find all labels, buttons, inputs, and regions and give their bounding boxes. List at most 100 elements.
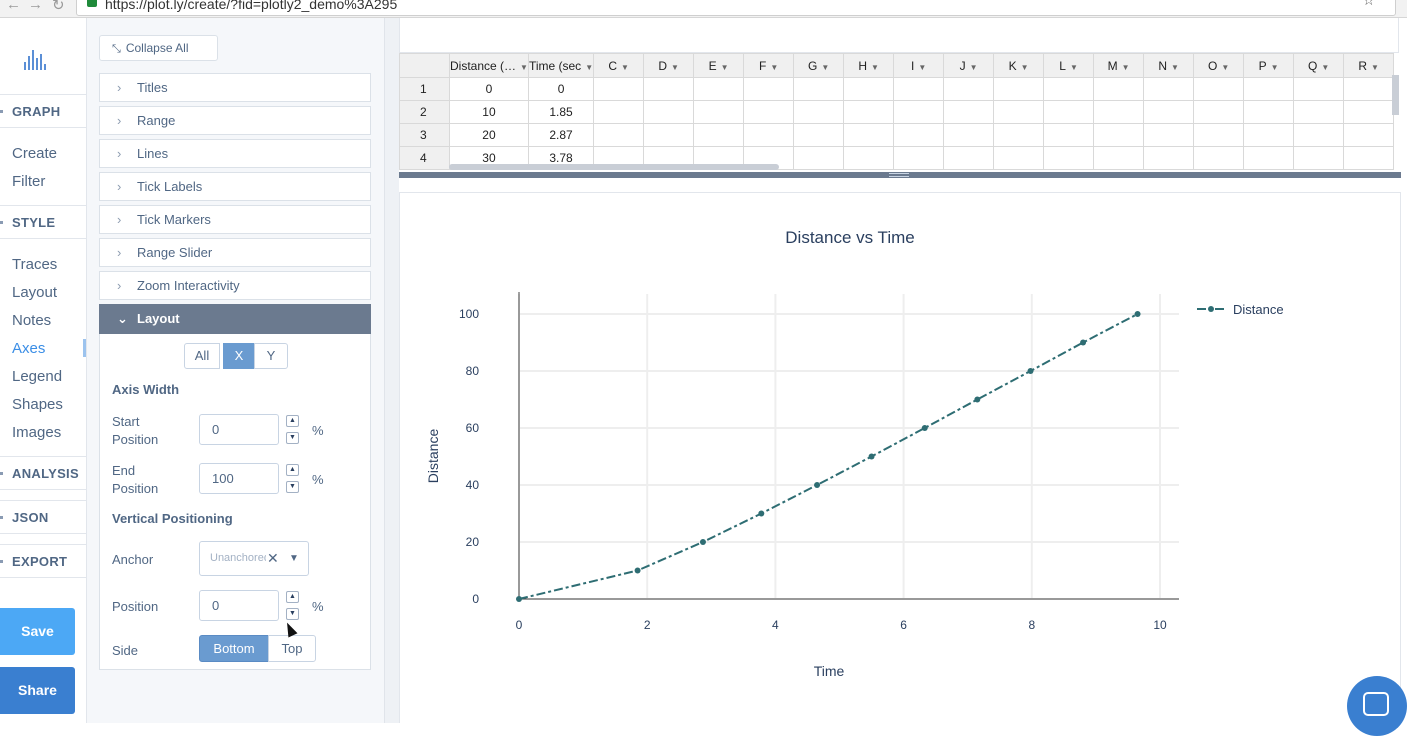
table-cell[interactable] [1293,77,1345,101]
panel-splitter[interactable] [384,18,399,723]
table-cell[interactable] [1193,100,1245,124]
table-cell[interactable] [1143,146,1195,170]
table-cell[interactable] [1143,77,1195,101]
nav-item-legend[interactable]: Legend [12,368,63,385]
clear-icon[interactable]: ✕ [267,550,279,566]
table-cell[interactable] [1293,146,1345,170]
table-cell[interactable] [643,100,695,124]
table-cell[interactable] [1293,100,1345,124]
position-decrement-icon[interactable]: ▼ [286,608,299,620]
table-cell[interactable] [993,146,1045,170]
end-position-decrement-icon[interactable]: ▼ [286,481,299,493]
table-cell[interactable] [593,100,645,124]
column-menu-icon[interactable]: ▼ [585,62,594,72]
anchor-dropdown[interactable]: Unanchored ✕ ▼ [199,541,309,576]
table-cell[interactable]: 2.87 [527,123,595,147]
share-button[interactable]: Share [0,667,75,714]
column-menu-icon[interactable]: ▼ [1370,62,1379,72]
nav-item-create[interactable]: Create [12,145,58,162]
table-cell[interactable] [743,100,795,124]
column-menu-icon[interactable]: ▼ [1069,62,1078,72]
table-cell[interactable] [843,146,895,170]
table-cell[interactable] [1193,123,1245,147]
column-menu-icon[interactable]: ▼ [1170,62,1179,72]
fold-zoom-interactivity[interactable]: › Zoom Interactivity [99,271,371,300]
save-button[interactable]: Save [0,608,75,655]
table-cell[interactable] [1343,146,1395,170]
table-cell[interactable] [1043,77,1095,101]
table-cell[interactable] [743,123,795,147]
column-header[interactable]: O ▼ [1193,53,1245,78]
table-cell[interactable] [893,77,945,101]
table-cell[interactable] [793,77,845,101]
column-menu-icon[interactable]: ▼ [620,62,629,72]
column-menu-icon[interactable]: ▼ [870,62,879,72]
table-cell[interactable] [593,123,645,147]
position-increment-icon[interactable]: ▲ [286,591,299,603]
column-menu-icon[interactable]: ▼ [1121,62,1130,72]
table-cell[interactable] [943,146,995,170]
axis-tab-all[interactable]: All [184,343,220,369]
nav-section-export[interactable]: EXPORT [0,544,86,578]
column-header[interactable]: Distance (… ▼ [449,53,529,78]
position-input[interactable]: 0 [199,590,279,621]
table-cell[interactable] [943,77,995,101]
nav-section-style[interactable]: STYLE [0,205,86,239]
column-header[interactable]: I ▼ [893,53,945,78]
side-bottom-button[interactable]: Bottom [199,635,269,662]
nav-item-notes[interactable]: Notes [12,312,52,329]
table-cell[interactable] [993,77,1045,101]
column-menu-icon[interactable]: ▼ [918,62,927,72]
table-cell[interactable] [793,146,845,170]
plotly-logo-icon[interactable] [22,48,50,70]
grid-resize-bar[interactable] [399,172,1401,178]
table-cell[interactable] [1043,146,1095,170]
back-icon[interactable]: ← [6,0,21,13]
table-cell[interactable] [793,100,845,124]
table-cell[interactable] [1243,100,1295,124]
table-cell[interactable]: 20 [449,123,529,147]
table-cell[interactable] [1093,123,1145,147]
nav-section-json[interactable]: JSON [0,500,86,534]
table-cell[interactable] [1343,77,1395,101]
table-cell[interactable] [843,123,895,147]
table-cell[interactable] [943,100,995,124]
start-position-increment-icon[interactable]: ▲ [286,415,299,427]
fold-tick-labels[interactable]: › Tick Labels [99,172,371,201]
table-cell[interactable] [843,100,895,124]
fold-titles[interactable]: › Titles [99,73,371,102]
reload-icon[interactable]: ↻ [52,0,65,14]
fold-lines[interactable]: › Lines [99,139,371,168]
fold-layout[interactable]: ⌄ Layout [99,304,371,334]
table-cell[interactable] [1243,146,1295,170]
table-cell[interactable]: 10 [449,100,529,124]
table-cell[interactable] [1193,146,1245,170]
nav-section-analysis[interactable]: ANALYSIS [0,456,86,490]
table-cell[interactable] [743,77,795,101]
fold-range-slider[interactable]: › Range Slider [99,238,371,267]
row-number[interactable]: 2 [399,100,450,124]
table-cell[interactable] [693,77,745,101]
vertical-scrollbar[interactable] [1392,75,1399,115]
row-number[interactable]: 4 [399,146,450,170]
table-cell[interactable] [1143,100,1195,124]
column-menu-icon[interactable]: ▼ [1221,62,1230,72]
column-menu-icon[interactable]: ▼ [969,62,978,72]
table-cell[interactable]: 0 [449,77,529,101]
table-cell[interactable] [643,77,695,101]
column-header[interactable]: E ▼ [693,53,745,78]
axis-tab-x[interactable]: X [223,343,255,369]
column-menu-icon[interactable]: ▼ [520,62,528,72]
table-cell[interactable] [943,123,995,147]
column-header[interactable]: M ▼ [1093,53,1145,78]
collapse-all-button[interactable]: ⤡ Collapse All [99,35,218,61]
table-cell[interactable]: 0 [527,77,595,101]
nav-item-filter[interactable]: Filter [12,173,46,190]
column-header[interactable]: H ▼ [843,53,895,78]
column-menu-icon[interactable]: ▼ [770,62,779,72]
nav-item-images[interactable]: Images [12,424,62,441]
address-bar[interactable]: https://plot.ly/create/?fid=plotly2_demo… [76,0,1396,16]
table-cell[interactable] [1243,77,1295,101]
column-header[interactable]: P ▼ [1243,53,1295,78]
column-header[interactable]: G ▼ [793,53,845,78]
